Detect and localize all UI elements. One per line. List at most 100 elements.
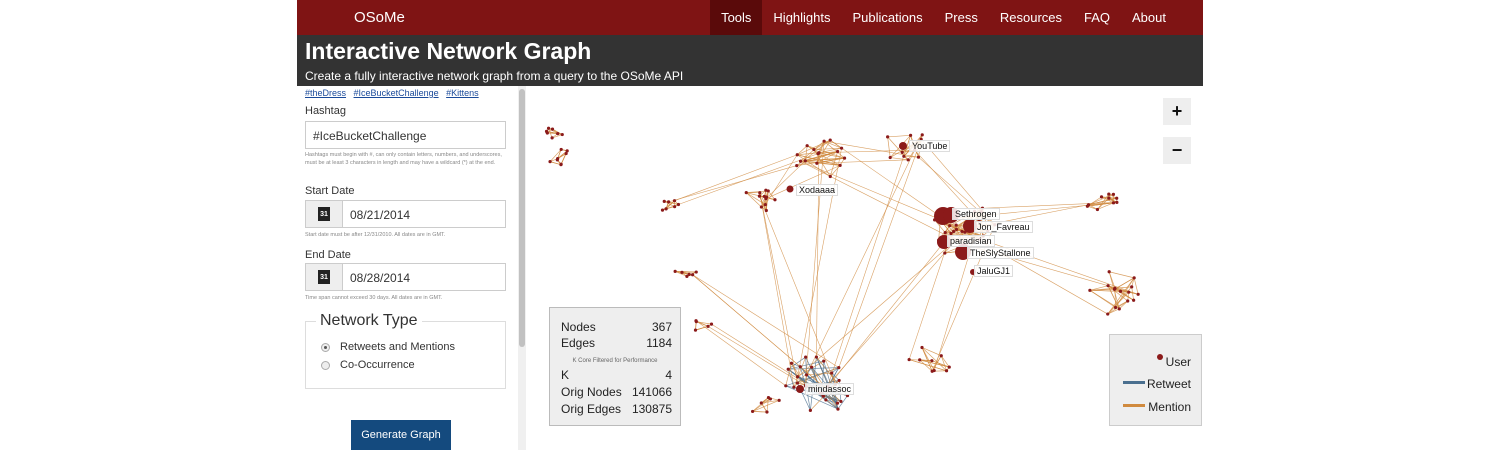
graph-node[interactable] xyxy=(757,194,762,198)
graph-node[interactable] xyxy=(828,174,832,179)
graph-node[interactable] xyxy=(798,365,802,369)
end-calendar-button[interactable]: 31 xyxy=(306,264,343,290)
example-link-thedress[interactable]: #theDress xyxy=(305,88,347,98)
graph-node[interactable] xyxy=(694,270,698,274)
graph-node[interactable] xyxy=(673,205,677,209)
nav-highlights[interactable]: Highlights xyxy=(773,10,831,25)
graph-node[interactable] xyxy=(837,378,841,383)
graph-node[interactable] xyxy=(672,199,677,203)
graph-node[interactable] xyxy=(838,163,842,167)
graph-node[interactable] xyxy=(952,229,956,234)
graph-node[interactable] xyxy=(943,231,947,235)
graph-node[interactable] xyxy=(1130,285,1134,289)
graph-node[interactable] xyxy=(784,384,788,388)
graph-node[interactable] xyxy=(685,274,689,278)
graph-node[interactable] xyxy=(795,375,800,379)
sidebar-scrollbar[interactable] xyxy=(518,86,526,450)
graph-node[interactable] xyxy=(804,355,808,359)
graph-node[interactable] xyxy=(822,139,826,143)
graph-node[interactable] xyxy=(550,127,555,131)
graph-node[interactable] xyxy=(564,151,568,156)
brand-logo-text[interactable]: OSoMe xyxy=(354,9,405,26)
graph-node[interactable] xyxy=(762,194,766,199)
graph-node[interactable] xyxy=(673,269,677,273)
node-label-youtube[interactable]: YouTube xyxy=(909,140,951,152)
graph-node[interactable] xyxy=(1099,195,1104,199)
graph-node[interactable] xyxy=(949,231,953,236)
graph-node[interactable] xyxy=(666,200,671,204)
graph-node[interactable] xyxy=(1136,292,1140,296)
nav-resources[interactable]: Resources xyxy=(999,10,1062,25)
graph-node[interactable] xyxy=(907,357,911,362)
generate-graph-button[interactable]: Generate Graph xyxy=(351,420,451,450)
nav-faq[interactable]: FAQ xyxy=(1084,10,1111,25)
nav-tools[interactable]: Tools xyxy=(710,0,763,35)
graph-node[interactable] xyxy=(810,365,814,369)
graph-node[interactable] xyxy=(750,409,755,414)
graph-node[interactable] xyxy=(906,158,910,162)
zoom-in-button[interactable]: + xyxy=(1163,98,1191,125)
node-label-sethrogen[interactable]: Sethrogen xyxy=(952,208,1000,220)
graph-node[interactable] xyxy=(808,408,812,412)
graph-node[interactable] xyxy=(932,368,936,373)
graph-node[interactable] xyxy=(947,365,951,369)
graph-node[interactable] xyxy=(545,131,549,135)
nav-publications[interactable]: Publications xyxy=(852,10,923,25)
graph-node[interactable] xyxy=(815,161,819,165)
graph-node[interactable] xyxy=(560,132,564,137)
graph-node[interactable] xyxy=(676,202,681,207)
start-date-input[interactable]: 31 08/21/2014 xyxy=(305,200,506,228)
graph-node[interactable] xyxy=(822,359,826,363)
graph-node[interactable] xyxy=(546,126,551,130)
node-label-jon-favreau[interactable]: Jon_Favreau xyxy=(974,221,1033,233)
graph-node[interactable] xyxy=(963,219,977,233)
graph-node[interactable] xyxy=(709,322,714,326)
graph-node[interactable] xyxy=(795,381,800,385)
graph-node[interactable] xyxy=(789,361,794,365)
graph-node[interactable] xyxy=(908,133,913,137)
graph-node[interactable] xyxy=(766,395,771,400)
end-date-input[interactable]: 31 08/28/2014 xyxy=(305,263,506,291)
graph-node[interactable] xyxy=(1107,192,1111,196)
example-link-kittens[interactable]: #Kittens xyxy=(446,88,479,98)
graph-node[interactable] xyxy=(1085,204,1090,208)
graph-node[interactable] xyxy=(817,151,821,155)
graph-node[interactable] xyxy=(804,373,809,377)
node-label-mindassoc[interactable]: mindassoc xyxy=(805,383,855,395)
graph-node[interactable] xyxy=(559,163,563,167)
graph-node[interactable] xyxy=(1095,207,1100,212)
graph-node[interactable] xyxy=(954,227,959,232)
start-calendar-button[interactable]: 31 xyxy=(306,201,343,227)
graph-node[interactable] xyxy=(803,159,807,163)
graph-node[interactable] xyxy=(839,146,844,150)
graph-node[interactable] xyxy=(759,401,763,405)
graph-node[interactable] xyxy=(814,355,819,359)
graph-node[interactable] xyxy=(795,164,799,168)
graph-node[interactable] xyxy=(664,207,668,211)
graph-node[interactable] xyxy=(837,366,841,370)
graph-node[interactable] xyxy=(939,354,943,358)
graph-node[interactable] xyxy=(943,251,947,255)
graph-node[interactable] xyxy=(812,147,816,152)
graph-node[interactable] xyxy=(764,188,768,192)
graph-node[interactable] xyxy=(796,385,804,393)
graph-node[interactable] xyxy=(798,159,803,163)
graph-node[interactable] xyxy=(744,191,748,195)
graph-node[interactable] xyxy=(773,198,777,202)
graph-node[interactable] xyxy=(565,149,569,153)
graph-node[interactable] xyxy=(706,324,710,328)
graph-node[interactable] xyxy=(763,203,767,207)
graph-node[interactable] xyxy=(944,369,949,373)
example-link-icebucket[interactable]: #IceBucketChallenge xyxy=(353,88,439,98)
graph-node[interactable] xyxy=(1106,284,1110,288)
graph-node[interactable] xyxy=(1132,276,1136,280)
graph-node[interactable] xyxy=(786,367,790,371)
hashtag-input[interactable]: #IceBucketChallenge xyxy=(305,121,506,149)
graph-node[interactable] xyxy=(920,133,924,137)
graph-node[interactable] xyxy=(899,142,907,150)
graph-node[interactable] xyxy=(824,398,828,402)
node-label-paradisian[interactable]: paradisian xyxy=(947,235,995,247)
graph-node[interactable] xyxy=(1088,288,1092,292)
graph-node[interactable] xyxy=(1111,201,1116,205)
graph-node[interactable] xyxy=(694,320,698,324)
